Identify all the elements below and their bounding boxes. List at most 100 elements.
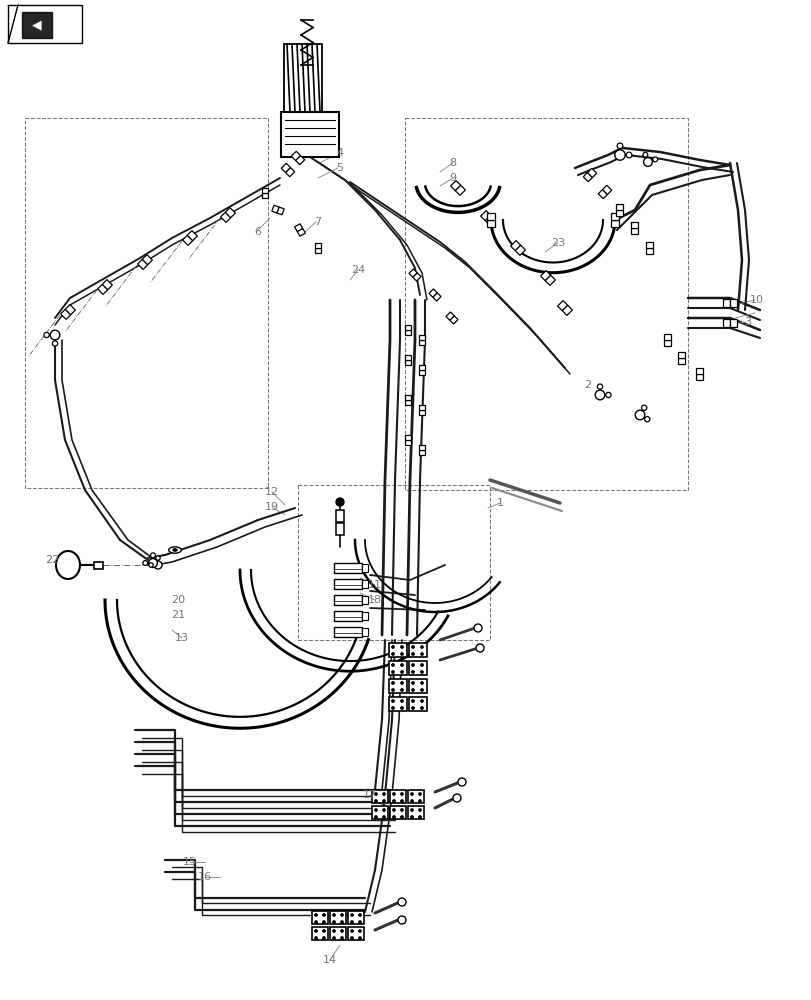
Circle shape	[50, 330, 60, 340]
Polygon shape	[137, 259, 148, 269]
Polygon shape	[418, 405, 424, 410]
Polygon shape	[696, 374, 702, 380]
Polygon shape	[611, 213, 618, 220]
Polygon shape	[418, 370, 424, 375]
Circle shape	[616, 143, 622, 149]
Polygon shape	[678, 352, 684, 358]
Bar	[389, 806, 406, 819]
Circle shape	[322, 913, 325, 916]
Circle shape	[340, 920, 343, 923]
Polygon shape	[418, 450, 424, 455]
Text: 10: 10	[749, 295, 763, 305]
Circle shape	[358, 936, 361, 939]
Polygon shape	[663, 334, 671, 340]
Polygon shape	[409, 269, 417, 277]
Text: 7: 7	[314, 217, 321, 227]
Circle shape	[420, 688, 423, 692]
Bar	[348, 911, 363, 924]
Polygon shape	[598, 190, 607, 199]
Circle shape	[44, 332, 49, 338]
Polygon shape	[515, 245, 525, 255]
Circle shape	[642, 152, 647, 157]
Circle shape	[392, 808, 395, 811]
Circle shape	[392, 799, 395, 802]
Circle shape	[400, 792, 403, 795]
Polygon shape	[277, 207, 284, 215]
Bar	[409, 697, 427, 711]
Polygon shape	[611, 220, 618, 227]
Circle shape	[420, 706, 423, 710]
Circle shape	[52, 341, 58, 346]
Circle shape	[643, 158, 651, 166]
Polygon shape	[295, 156, 304, 165]
Circle shape	[391, 682, 394, 684]
Polygon shape	[480, 211, 490, 221]
Bar	[362, 628, 367, 636]
Circle shape	[340, 913, 343, 916]
Text: 19: 19	[264, 502, 279, 512]
Circle shape	[420, 682, 423, 684]
Circle shape	[374, 799, 377, 802]
Circle shape	[322, 929, 325, 932]
Polygon shape	[418, 340, 424, 345]
Polygon shape	[221, 212, 230, 222]
Bar	[94, 562, 103, 569]
Circle shape	[453, 794, 461, 802]
Polygon shape	[616, 204, 623, 210]
Circle shape	[391, 700, 394, 702]
Circle shape	[322, 920, 325, 923]
Circle shape	[400, 815, 403, 818]
Bar	[388, 697, 406, 711]
Text: 17: 17	[363, 790, 376, 800]
Polygon shape	[450, 181, 460, 191]
Circle shape	[625, 152, 631, 158]
Bar	[388, 679, 406, 693]
Polygon shape	[582, 173, 592, 182]
Circle shape	[391, 670, 394, 674]
Circle shape	[418, 792, 421, 795]
Circle shape	[594, 390, 604, 400]
Circle shape	[374, 792, 377, 795]
Polygon shape	[61, 309, 71, 319]
Circle shape	[474, 624, 482, 632]
Polygon shape	[663, 340, 671, 346]
Circle shape	[340, 929, 343, 932]
Circle shape	[374, 808, 377, 811]
Text: 11: 11	[367, 580, 381, 590]
Polygon shape	[545, 275, 555, 285]
Polygon shape	[418, 445, 424, 450]
Circle shape	[391, 646, 394, 648]
Polygon shape	[405, 355, 410, 360]
Polygon shape	[678, 358, 684, 364]
Circle shape	[156, 556, 160, 560]
Circle shape	[411, 664, 414, 666]
Text: 1: 1	[496, 498, 503, 508]
Circle shape	[332, 936, 335, 939]
Ellipse shape	[56, 551, 80, 579]
Polygon shape	[428, 289, 436, 297]
Circle shape	[350, 913, 353, 916]
Bar	[362, 612, 367, 620]
Bar	[333, 579, 362, 589]
Circle shape	[418, 815, 421, 818]
Circle shape	[382, 792, 385, 795]
Text: 4: 4	[336, 148, 343, 158]
Polygon shape	[97, 284, 108, 294]
Polygon shape	[631, 228, 637, 234]
Circle shape	[392, 815, 395, 818]
Circle shape	[400, 646, 403, 648]
Polygon shape	[445, 312, 453, 320]
Polygon shape	[455, 185, 465, 195]
Circle shape	[475, 644, 483, 652]
Polygon shape	[432, 293, 440, 301]
Circle shape	[410, 799, 413, 802]
Circle shape	[400, 682, 403, 684]
Polygon shape	[418, 365, 424, 370]
Polygon shape	[22, 12, 52, 38]
Circle shape	[644, 417, 649, 422]
Circle shape	[614, 150, 624, 160]
Polygon shape	[315, 243, 320, 248]
Polygon shape	[487, 220, 494, 227]
Circle shape	[332, 920, 335, 923]
Bar	[371, 806, 388, 819]
